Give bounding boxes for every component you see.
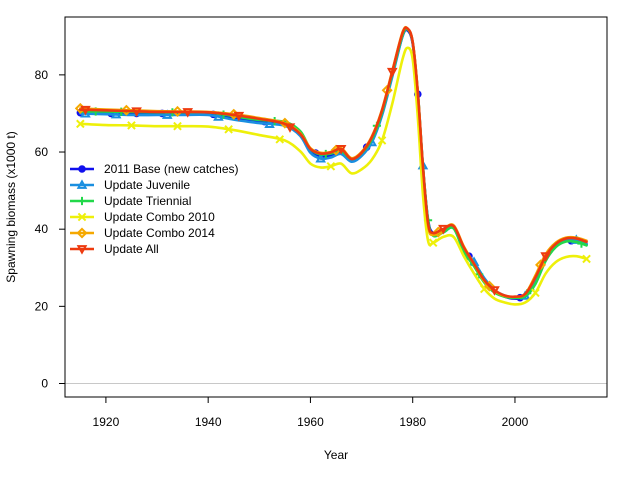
y-tick-label: 0 [41,376,48,390]
legend-item: Update Combo 2014 [70,226,215,240]
y-tick-label: 40 [35,222,49,236]
data-point [386,67,398,78]
legend-swatch-marker [76,227,88,239]
data-point [335,145,347,155]
data-point [489,286,500,296]
legend-label: Update Triennial [104,194,191,208]
data-point [284,123,296,133]
x-tick-label: 1940 [195,415,222,429]
x-tick-label: 1980 [399,415,426,429]
data-point [275,135,285,144]
legend-label: Update Combo 2010 [104,210,215,224]
data-point [428,238,438,247]
y-axis-title: Spawning biomass (x1000 t) [4,131,18,282]
data-point [161,109,173,119]
data-point [213,111,224,121]
legend: 2011 Base (new catches) Update Juvenile Up… [70,162,239,256]
legend-item: 2011 Base (new catches) [70,162,239,176]
x-tick-label: 2000 [502,415,529,429]
legend-label: 2011 Base (new catches) [104,162,239,176]
plot-frame [64,16,608,398]
legend-item: Update Triennial [70,194,191,208]
x-tick-label: 1960 [297,415,324,429]
series-4 [76,46,591,306]
data-point [582,254,591,264]
legend-item: Update Combo 2010 [70,210,215,224]
y-tick-label: 20 [35,299,49,313]
data-point [131,107,142,117]
legend-label: Update Juvenile [104,178,190,192]
data-point [173,121,182,131]
x-axis-title: Year [324,448,348,462]
series-line [79,26,588,299]
data-point [171,105,184,117]
data-point [224,125,233,134]
series-layer [74,25,591,306]
data-point [438,224,449,235]
data-point [326,161,336,171]
data-point [76,119,85,129]
series-6 [79,26,588,299]
y-tick-label: 80 [35,68,49,82]
series-line [79,46,588,306]
data-point [233,111,245,122]
legend-item: Update Juvenile [70,178,190,192]
legend-swatch-marker [76,245,88,255]
legend-swatch-marker [78,165,86,173]
data-point [80,107,91,118]
data-point [540,252,551,262]
data-point [127,121,136,130]
axis-layer: 1920 1940 1960 1980 2000 0 20 40 60 80 [35,68,529,429]
data-point [110,108,122,119]
y-tick-label: 60 [35,145,49,159]
legend-swatch-marker [77,196,87,206]
data-point [120,104,132,116]
data-point [182,108,194,118]
legend-swatch-marker [76,179,88,189]
data-point [531,288,540,298]
data-point [264,118,275,129]
legend-swatch-marker [77,212,87,222]
data-point [80,105,91,116]
legend-item: Update All [70,242,159,256]
legend-label: Update Combo 2014 [104,226,215,240]
x-tick-label: 1920 [93,415,120,429]
legend-label: Update All [104,242,159,256]
data-point [377,136,387,145]
data-point [315,152,326,163]
